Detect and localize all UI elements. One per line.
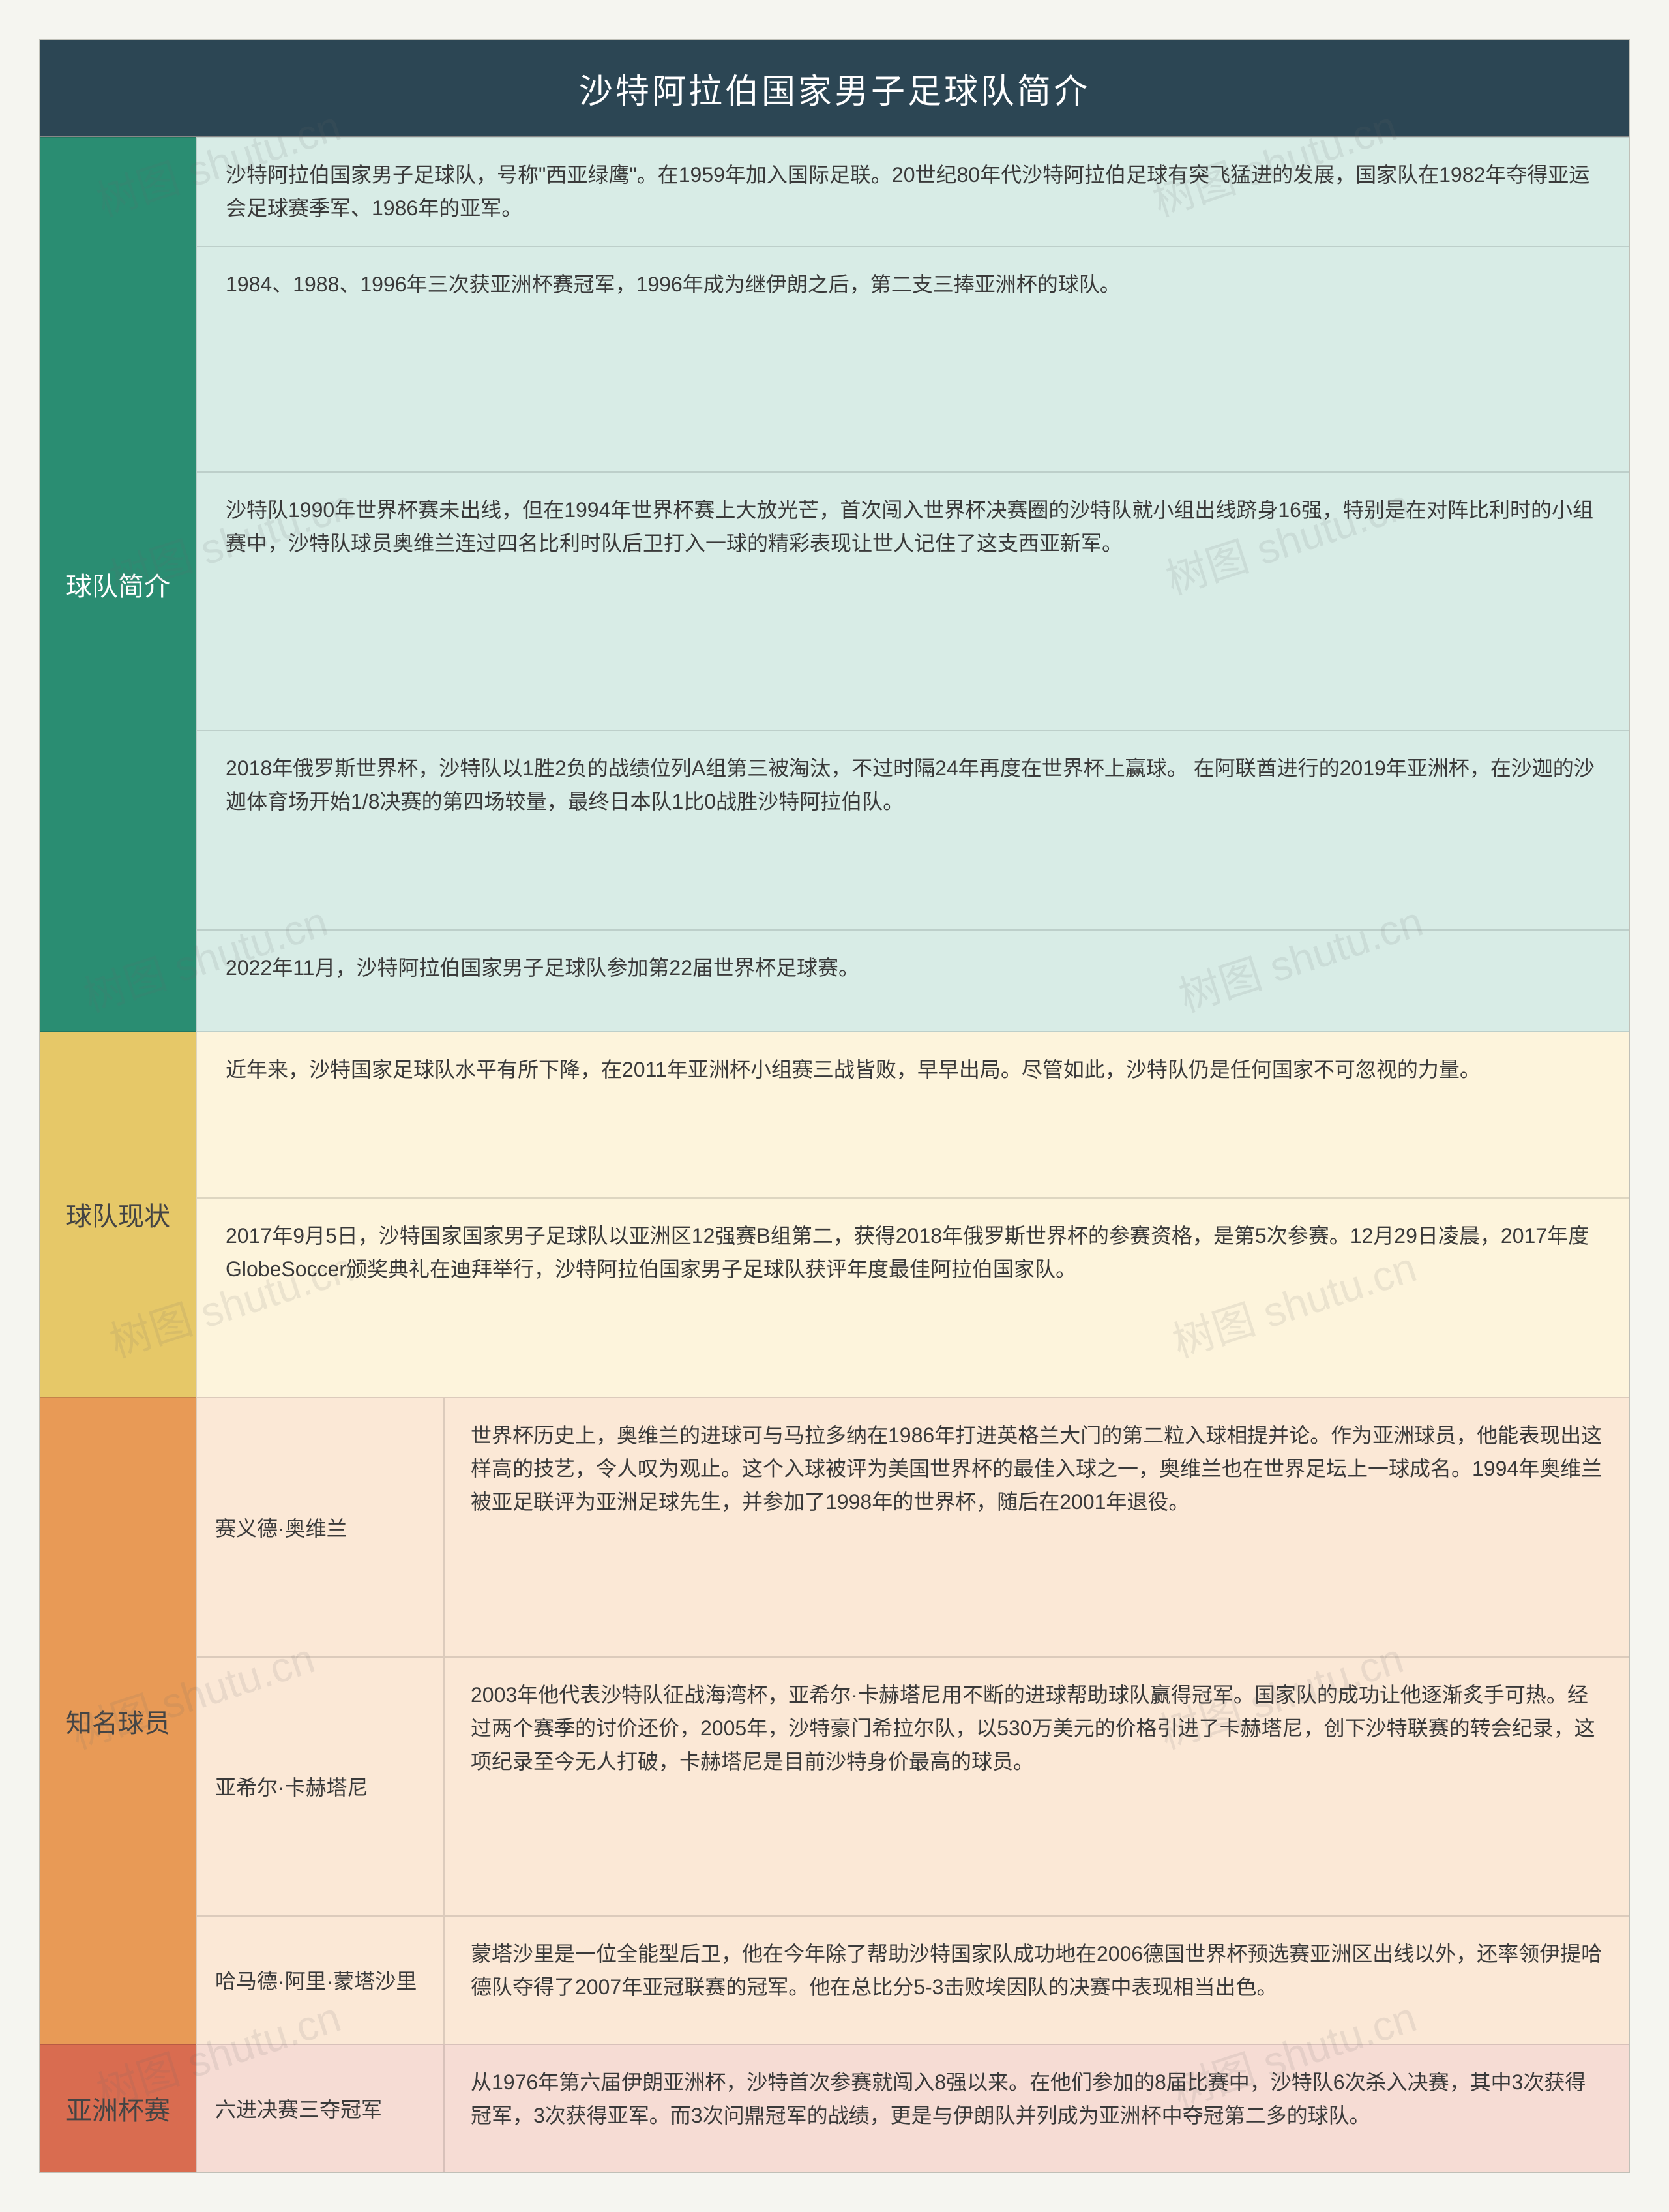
page-title: 沙特阿拉伯国家男子足球队简介 [40, 40, 1629, 137]
section-label-status: 球队现状 [40, 1032, 196, 1398]
section-intro: 球队简介 沙特阿拉伯国家男子足球队，号称"西亚绿鹰"。在1959年加入国际足联。… [40, 137, 1629, 1032]
player-row-2: 哈马德·阿里·蒙塔沙里 蒙塔沙里是一位全能型后卫，他在今年除了帮助沙特国家队成功… [196, 1916, 1629, 2044]
intro-item-1: 1984、1988、1996年三次获亚洲杯赛冠军，1996年成为继伊朗之后，第二… [196, 247, 1629, 471]
player-desc-1: 2003年他代表沙特队征战海湾杯，亚希尔·卡赫塔尼用不断的进球帮助球队赢得冠军。… [444, 1657, 1629, 1917]
infographic-table: 沙特阿拉伯国家男子足球队简介 球队简介 沙特阿拉伯国家男子足球队，号称"西亚绿鹰… [39, 39, 1630, 2173]
player-name-0: 赛义德·奥维兰 [196, 1397, 444, 1657]
title-text: 沙特阿拉伯国家男子足球队简介 [579, 73, 1090, 111]
intro-item-3: 2018年俄罗斯世界杯，沙特队以1胜2负的战绩位列A组第三被淘汰，不过时隔24年… [196, 730, 1629, 930]
intro-item-2: 沙特队1990年世界杯赛未出线，但在1994年世界杯赛上大放光芒，首次闯入世界杯… [196, 472, 1629, 730]
player-row-0: 赛义德·奥维兰 世界杯历史上，奥维兰的进球可与马拉多纳在1986年打进英格兰大门… [196, 1397, 1629, 1657]
section-status: 球队现状 近年来，沙特国家足球队水平有所下降，在2011年亚洲杯小组赛三战皆败，… [40, 1032, 1629, 1398]
asiacup-desc-0: 从1976年第六届伊朗亚洲杯，沙特首次参赛就闯入8强以来。在他们参加的8届比赛中… [444, 2044, 1629, 2172]
status-item-1: 2017年9月5日，沙特国家国家男子足球队以亚洲区12强赛B组第二，获得2018… [196, 1198, 1629, 1397]
player-name-1: 亚希尔·卡赫塔尼 [196, 1657, 444, 1917]
section-label-players: 知名球员 [40, 1397, 196, 2044]
asiacup-row-0: 六进决赛三夺冠军 从1976年第六届伊朗亚洲杯，沙特首次参赛就闯入8强以来。在他… [196, 2044, 1629, 2172]
intro-item-4: 2022年11月，沙特阿拉伯国家男子足球队参加第22届世界杯足球赛。 [196, 930, 1629, 1031]
section-content-asiacup: 六进决赛三夺冠军 从1976年第六届伊朗亚洲杯，沙特首次参赛就闯入8强以来。在他… [196, 2044, 1629, 2172]
player-name-2: 哈马德·阿里·蒙塔沙里 [196, 1916, 444, 2044]
section-label-asiacup: 亚洲杯赛 [40, 2044, 196, 2172]
player-desc-0: 世界杯历史上，奥维兰的进球可与马拉多纳在1986年打进英格兰大门的第二粒入球相提… [444, 1397, 1629, 1657]
section-content-status: 近年来，沙特国家足球队水平有所下降，在2011年亚洲杯小组赛三战皆败，早早出局。… [196, 1032, 1629, 1398]
player-desc-2: 蒙塔沙里是一位全能型后卫，他在今年除了帮助沙特国家队成功地在2006德国世界杯预… [444, 1916, 1629, 2044]
section-content-players: 赛义德·奥维兰 世界杯历史上，奥维兰的进球可与马拉多纳在1986年打进英格兰大门… [196, 1397, 1629, 2044]
status-item-0: 近年来，沙特国家足球队水平有所下降，在2011年亚洲杯小组赛三战皆败，早早出局。… [196, 1032, 1629, 1198]
section-players: 知名球员 赛义德·奥维兰 世界杯历史上，奥维兰的进球可与马拉多纳在1986年打进… [40, 1397, 1629, 2044]
asiacup-name-0: 六进决赛三夺冠军 [196, 2044, 444, 2172]
section-label-intro: 球队简介 [40, 137, 196, 1032]
intro-item-0: 沙特阿拉伯国家男子足球队，号称"西亚绿鹰"。在1959年加入国际足联。20世纪8… [196, 137, 1629, 247]
section-asiacup: 亚洲杯赛 六进决赛三夺冠军 从1976年第六届伊朗亚洲杯，沙特首次参赛就闯入8强… [40, 2044, 1629, 2172]
section-content-intro: 沙特阿拉伯国家男子足球队，号称"西亚绿鹰"。在1959年加入国际足联。20世纪8… [196, 137, 1629, 1032]
player-row-1: 亚希尔·卡赫塔尼 2003年他代表沙特队征战海湾杯，亚希尔·卡赫塔尼用不断的进球… [196, 1657, 1629, 1917]
